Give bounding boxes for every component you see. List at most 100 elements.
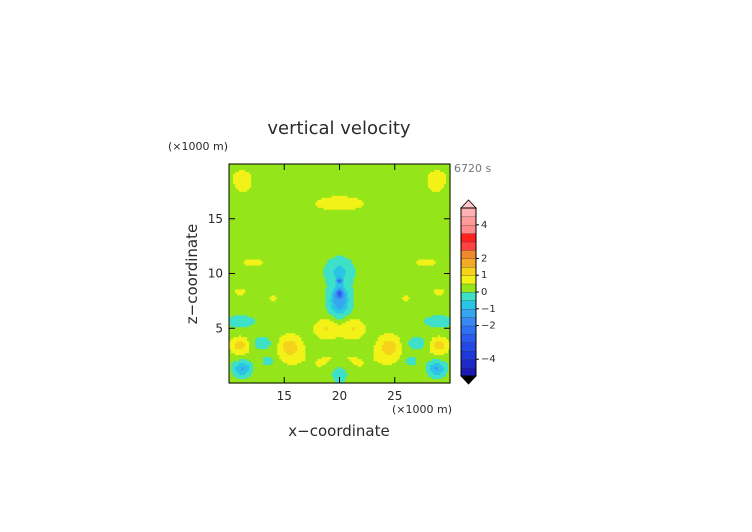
heatmap-cell [365,205,369,209]
heatmap-cell [439,175,443,179]
heatmap-cell [281,205,284,209]
heatmap-cell [295,165,298,169]
heatmap-cell [327,195,331,199]
heatmap-cell [287,183,290,187]
heatmap-cell [285,177,288,181]
heatmap-cell [291,167,294,171]
heatmap-cell [373,185,377,189]
heatmap-cell [267,181,270,185]
heatmap-cell [311,183,314,187]
heatmap-cell [357,187,361,191]
heatmap-cell [339,171,343,175]
heatmap-cell [233,181,236,185]
heatmap-cell [229,171,232,175]
heatmap-cell [443,177,447,181]
heatmap-cell [313,195,316,199]
heatmap-cell [383,179,387,183]
heatmap-cell [395,197,399,201]
heatmap-cell [331,207,335,211]
heatmap-cell [403,205,407,209]
heatmap-cell [245,173,248,177]
heatmap-cell [375,167,379,171]
heatmap-cell [303,179,306,183]
heatmap-cell [421,191,425,195]
heatmap-cell [269,189,272,193]
heatmap-cell [251,203,254,207]
heatmap-cell [395,181,399,185]
heatmap-cell [303,197,306,201]
heatmap-cell [293,203,296,207]
heatmap-cell [381,173,385,177]
heatmap-cell [309,167,312,171]
heatmap-cell [347,165,351,169]
heatmap-cell [445,195,449,199]
heatmap-cell [405,201,409,205]
heatmap-cell [431,199,435,203]
heatmap-cell [375,195,379,199]
heatmap-cell [405,171,409,175]
heatmap-cell [239,187,242,191]
heatmap-cell [289,207,292,211]
heatmap-cell [375,201,379,205]
heatmap-cell [251,191,254,195]
heatmap-cell [407,165,411,169]
heatmap-cell [249,189,252,193]
heatmap-cell [351,187,355,191]
heatmap-cell [391,165,395,169]
heatmap-cell [409,185,413,189]
heatmap-cell [275,169,278,173]
heatmap-cell [273,205,276,209]
heatmap-cell [425,164,429,167]
heatmap-cell [237,171,240,175]
heatmap-cell [377,164,381,167]
heatmap-cell [437,164,441,167]
heatmap-cell [375,175,379,179]
heatmap-cell [343,175,347,179]
heatmap-cell [255,205,258,209]
heatmap-cell [413,205,417,209]
heatmap-cell [255,189,258,193]
heatmap-cell [405,173,409,177]
heatmap-cell [287,173,290,177]
heatmap-cell [239,167,242,171]
heatmap-cell [257,167,260,171]
heatmap-cell [291,205,294,209]
heatmap-cell [387,187,391,191]
heatmap-cell [441,193,445,197]
heatmap-cell [255,185,258,189]
heatmap-cell [271,171,274,175]
heatmap-cell [305,169,308,173]
heatmap-cell [331,165,335,169]
heatmap-cell [427,169,431,173]
heatmap-cell [317,205,321,209]
heatmap-cell [445,185,449,189]
heatmap-cell [313,167,316,171]
heatmap-cell [349,189,353,193]
heatmap-cell [369,183,373,187]
heatmap-cell [317,193,321,197]
heatmap-cell [241,179,244,183]
heatmap-cell [321,181,325,185]
heatmap-cell [245,167,248,171]
heatmap-cell [405,187,409,191]
heatmap-cell [249,205,252,209]
heatmap-cell [343,181,347,185]
heatmap-cell [273,169,276,173]
heatmap-cell [317,181,321,185]
heatmap-cell [409,177,413,181]
heatmap-cell [327,191,331,195]
heatmap-cell [325,167,329,171]
heatmap-cell [263,195,266,199]
heatmap-cell [283,203,286,207]
heatmap-cell [361,205,365,209]
heatmap-cell [303,171,306,175]
heatmap-cell [237,195,240,199]
heatmap-cell [259,193,262,197]
heatmap-cell [375,187,379,191]
heatmap-cell [305,179,308,183]
heatmap-cell [281,191,284,195]
heatmap-cell [321,201,325,205]
heatmap-cell [303,191,306,195]
heatmap-cell [439,169,443,173]
heatmap-cell [249,169,252,173]
